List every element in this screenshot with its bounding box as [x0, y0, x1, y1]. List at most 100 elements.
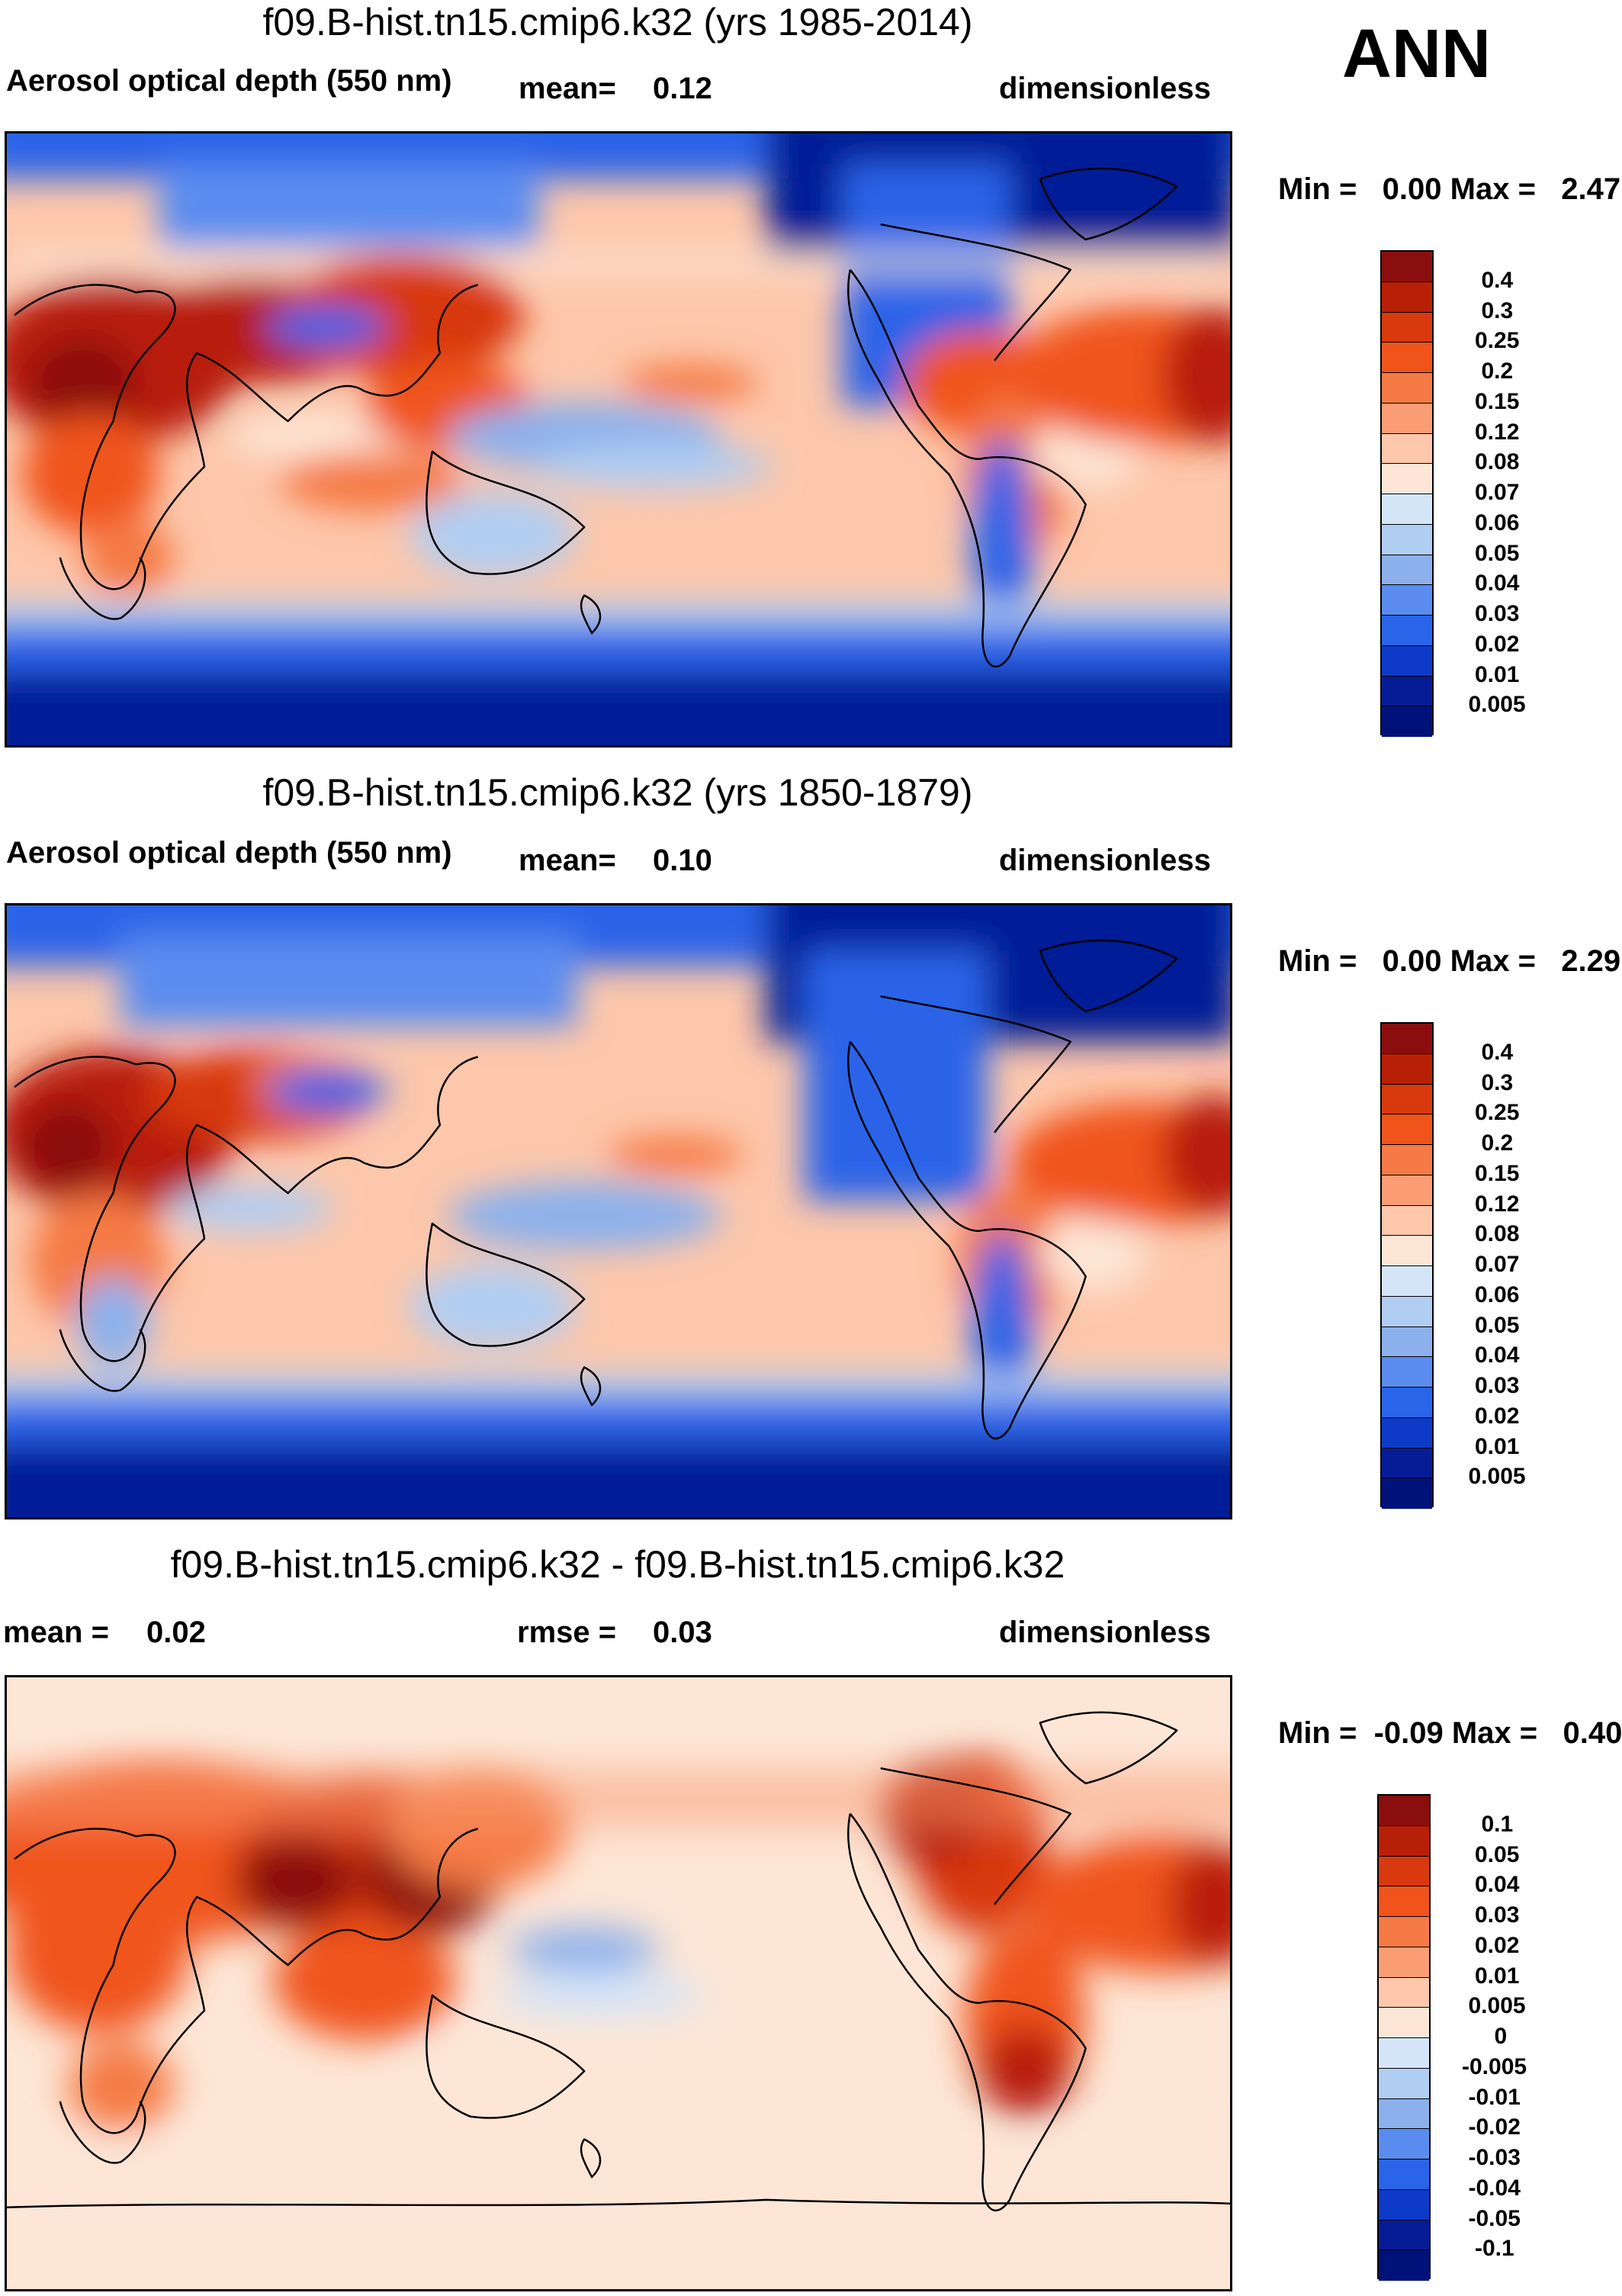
panel1-variable: Aerosol optical depth (550 nm)	[6, 64, 452, 98]
panel3-title: f09.B-hist.tn15.cmip6.k32 - f09.B-hist.t…	[170, 1543, 1065, 1586]
colorbar-swatch	[1382, 342, 1432, 373]
panel2-map	[5, 903, 1232, 1519]
colorbar-tick-label: 0.02	[1475, 1932, 1520, 1958]
colorbar-tick-label: 0.01	[1475, 1963, 1520, 1989]
colorbar-tick-label: -0.02	[1468, 2114, 1521, 2140]
panel3-rmse-value: 0.03	[653, 1616, 712, 1649]
colorbar-swatch	[1379, 1796, 1429, 1826]
colorbar-tick-label: 0.03	[1475, 601, 1520, 626]
colorbar-tick-label: -0.05	[1468, 2205, 1521, 2231]
panel2-title: f09.B-hist.tn15.cmip6.k32 (yrs 1850-1879…	[262, 771, 973, 814]
panel2-variable: Aerosol optical depth (550 nm)	[6, 836, 452, 870]
colorbar-tick-label: 0.15	[1475, 388, 1520, 414]
colorbar-swatch	[1382, 645, 1432, 677]
season-label: ANN	[1342, 16, 1491, 92]
colorbar-tick-label: 0.02	[1475, 631, 1520, 657]
colorbar-tick-label: -0.04	[1468, 2175, 1521, 2201]
colorbar-swatch	[1382, 1114, 1432, 1145]
colorbar-swatch	[1382, 585, 1432, 616]
panel3-minmax: Min = -0.09 Max = 0.40	[1278, 1716, 1622, 1750]
colorbar-tick-label: 0.005	[1468, 692, 1526, 718]
colorbar-swatch	[1382, 616, 1432, 646]
colorbar-swatch	[1382, 1266, 1432, 1297]
colorbar-tick-label: 0.25	[1475, 328, 1520, 354]
colorbar-tick-label: 0.01	[1475, 1433, 1520, 1459]
colorbar-swatch	[1379, 2220, 1429, 2251]
colorbar-swatch	[1382, 464, 1432, 494]
colorbar-swatch	[1382, 433, 1432, 465]
colorbar-swatch	[1382, 1175, 1432, 1206]
colorbar-tick-label: 0.06	[1475, 1281, 1520, 1307]
panel1-mean-value: 0.12	[653, 72, 712, 105]
colorbar-tick-label: 0.05	[1475, 540, 1520, 566]
colorbar-tick-label: -0.005	[1462, 2053, 1527, 2079]
colorbar-swatch	[1379, 1947, 1429, 1978]
panel1-mean-label: mean=	[519, 72, 616, 105]
colorbar-swatch	[1382, 1296, 1432, 1327]
panel3-mean-label: mean =	[3, 1616, 109, 1649]
colorbar-tick-label: 0.12	[1475, 1191, 1520, 1217]
colorbar-tick-label: 0.2	[1481, 1130, 1514, 1156]
colorbar-tick-label: 0.04	[1475, 1343, 1520, 1368]
colorbar-tick-label: 0.005	[1468, 1464, 1526, 1490]
colorbar-swatch	[1379, 1825, 1429, 1857]
colorbar-swatch	[1379, 1886, 1429, 1917]
colorbar-tick-label: 0.005	[1468, 1993, 1526, 2019]
colorbar-swatch	[1379, 2159, 1429, 2190]
colorbar-tick-label: 0.07	[1475, 480, 1520, 505]
colorbar-tick-label: 0.4	[1481, 267, 1514, 293]
colorbar-tick-label: 0.04	[1475, 571, 1520, 597]
colorbar-swatch	[1379, 2098, 1429, 2130]
colorbar-tick-label: 0.06	[1475, 510, 1520, 535]
colorbar-swatch	[1379, 1977, 1429, 2008]
panel2-units: dimensionless	[999, 844, 1211, 877]
colorbar-swatch	[1379, 1917, 1429, 1947]
colorbar-swatch	[1382, 1205, 1432, 1236]
colorbar-tick-label: 0.2	[1481, 359, 1514, 384]
colorbar-swatch	[1382, 1084, 1432, 1115]
panel3-units: dimensionless	[999, 1616, 1211, 1649]
panel2-mean-value: 0.10	[653, 844, 712, 877]
colorbar-tick-label: -0.01	[1468, 2084, 1521, 2110]
colorbar-swatch	[1382, 676, 1432, 707]
colorbar-tick-label: 0.1	[1481, 1811, 1514, 1837]
panel1-map-svg	[7, 133, 1230, 745]
colorbar-tick-label: 0.02	[1475, 1403, 1520, 1429]
colorbar-swatch	[1382, 1448, 1432, 1479]
colorbar-swatch	[1382, 1326, 1432, 1358]
colorbar-swatch	[1382, 1388, 1432, 1418]
panel3-colorbar	[1377, 1794, 1431, 2281]
colorbar-tick-label: 0.3	[1481, 297, 1514, 323]
colorbar-swatch	[1382, 1478, 1432, 1509]
colorbar-swatch	[1382, 555, 1432, 586]
colorbar-swatch	[1379, 2008, 1429, 2038]
colorbar-swatch	[1382, 373, 1432, 404]
panel1-minmax: Min = 0.00 Max = 2.47	[1278, 172, 1621, 206]
colorbar-tick-label: 0.07	[1475, 1252, 1520, 1277]
colorbar-swatch	[1379, 2189, 1429, 2220]
colorbar-swatch	[1379, 2129, 1429, 2159]
panel1-title: f09.B-hist.tn15.cmip6.k32 (yrs 1985-2014…	[262, 1, 973, 43]
colorbar-swatch	[1379, 2068, 1429, 2099]
colorbar-swatch	[1382, 312, 1432, 343]
colorbar-tick-label: 0.01	[1475, 661, 1520, 687]
colorbar-tick-label: -0.03	[1468, 2145, 1521, 2170]
colorbar-tick-label: 0.04	[1475, 1872, 1520, 1898]
panel3-map-svg	[7, 1677, 1230, 2289]
colorbar-tick-label: 0.08	[1475, 449, 1520, 475]
panel2-minmax: Min = 0.00 Max = 2.29	[1278, 944, 1621, 978]
panel2-map-svg	[7, 905, 1230, 1517]
colorbar-swatch	[1382, 252, 1432, 282]
colorbar-swatch	[1382, 1053, 1432, 1085]
colorbar-tick-label: 0.05	[1475, 1841, 1520, 1867]
colorbar-swatch	[1382, 1236, 1432, 1266]
colorbar-swatch	[1379, 2038, 1429, 2069]
panel3-rmse-label: rmse =	[517, 1616, 617, 1649]
colorbar-tick-label: 0.4	[1481, 1039, 1514, 1065]
colorbar-swatch	[1382, 524, 1432, 555]
colorbar-tick-label: 0.12	[1475, 419, 1520, 445]
colorbar-tick-label: 0.08	[1475, 1221, 1520, 1247]
colorbar-tick-label: 0.25	[1475, 1100, 1520, 1126]
colorbar-tick-label: 0.15	[1475, 1160, 1520, 1186]
colorbar-swatch	[1382, 1145, 1432, 1175]
